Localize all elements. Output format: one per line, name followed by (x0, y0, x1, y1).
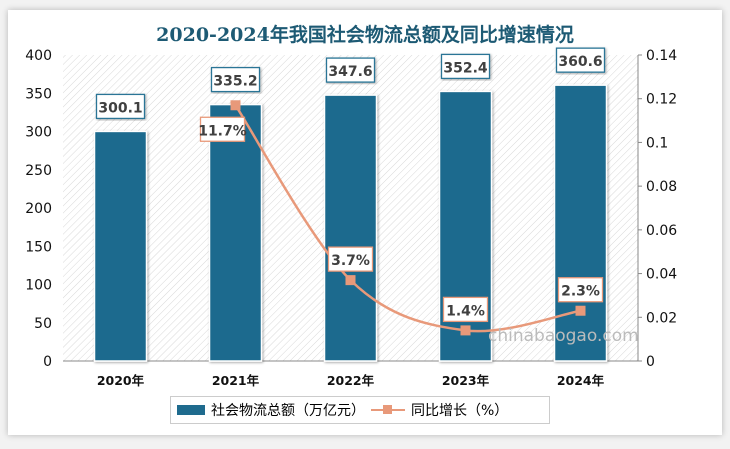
bar (208, 103, 263, 362)
y2-tick-label: 0.02 (646, 310, 677, 326)
legend-bar-swatch (177, 405, 205, 415)
bar-data-label-box (325, 57, 376, 83)
x-tick-label: 2022年 (327, 373, 375, 388)
y-tick-label: 350 (25, 86, 52, 102)
bar-data-label: 347.6 (328, 64, 372, 80)
growth-line (234, 104, 581, 333)
y-tick-label: 400 (25, 48, 52, 64)
watermark: chinabaogao.com (488, 326, 639, 346)
legend-line-swatch (371, 404, 405, 416)
y2-tick-label: 0.12 (646, 92, 677, 108)
legend-bar-label: 社会物流总额（万亿元） (211, 403, 365, 419)
bar-data-label-box (210, 66, 261, 93)
growth-marker (345, 275, 356, 286)
y-tick-label: 0 (43, 354, 52, 370)
growth-marker (575, 305, 586, 316)
growth-data-label-box (199, 116, 246, 142)
growth-data-label: 2.3% (561, 284, 600, 300)
growth-data-label-box (557, 277, 604, 303)
growth-data-label: 11.7% (198, 123, 247, 139)
y-tick-label: 50 (34, 316, 52, 332)
bar-data-label-box (440, 53, 491, 80)
bar-data-label: 300.1 (98, 100, 142, 116)
bar-data-label-box (95, 93, 146, 120)
y-tick-label: 200 (25, 201, 52, 217)
growth-data-label: 1.4% (446, 303, 485, 319)
x-tick-label: 2021年 (212, 373, 260, 388)
bar (93, 130, 148, 362)
legend: 社会物流总额（万亿元） 同比增长（%） (170, 396, 550, 424)
legend-line-label: 同比增长（%） (411, 403, 509, 419)
y2-tick-label: 0.1 (646, 135, 668, 151)
bar-data-label: 360.6 (558, 54, 602, 70)
growth-data-label-box (442, 296, 489, 323)
y2-tick-label: 0.14 (646, 48, 677, 64)
y2-tick-label: 0.08 (646, 179, 677, 195)
x-tick-label: 2020年 (97, 373, 145, 388)
growth-marker (230, 100, 241, 111)
bar-data-label: 352.4 (443, 60, 488, 76)
y2-tick-label: 0.06 (646, 223, 677, 239)
growth-data-label-box (327, 246, 374, 272)
y-tick-label: 250 (25, 163, 52, 179)
x-tick-label: 2024年 (557, 373, 605, 388)
y-tick-label: 150 (25, 239, 52, 255)
bar (553, 84, 608, 362)
bar-data-label-box (555, 47, 606, 73)
y2-tick-label: 0 (646, 354, 655, 370)
chart-title: 2020-2024年我国社会物流总额及同比增速情况 (156, 24, 574, 46)
y-tick-label: 300 (25, 125, 52, 141)
bar (323, 94, 378, 362)
growth-marker (460, 325, 471, 336)
growth-data-label: 3.7% (331, 253, 370, 269)
x-tick-label: 2023年 (442, 373, 490, 388)
bar-data-label: 335.2 (213, 74, 257, 90)
y-tick-label: 100 (25, 278, 52, 294)
y2-tick-label: 0.04 (646, 267, 677, 283)
